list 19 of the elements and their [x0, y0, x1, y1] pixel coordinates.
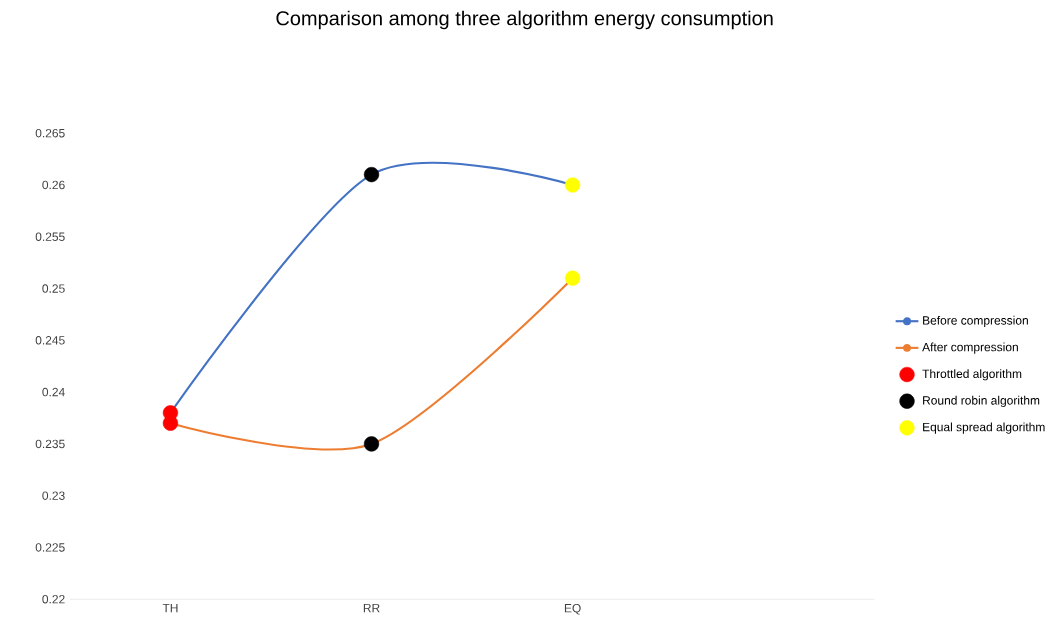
x-tick-label: RR	[363, 603, 380, 613]
chart-title: Comparison among three algorithm energy consumption	[276, 10, 773, 30]
legend-label: After compression	[922, 342, 1018, 354]
y-tick-label: 0.25	[42, 284, 65, 293]
y-tick-label: 0.26	[42, 180, 65, 190]
y-tick-label: 0.22	[42, 594, 65, 604]
y-tick-label: 0.255	[35, 232, 65, 241]
y-tick-label: 0.23	[42, 491, 65, 500]
legend-label: Before compression	[923, 315, 1028, 327]
y-tick-label: 0.265	[35, 128, 65, 138]
y-tick-label: 0.225	[35, 543, 65, 552]
y-tick-label: 0.24	[42, 387, 65, 397]
x-tick-label: EQ	[564, 603, 581, 615]
y-tick-label: 0.245	[35, 335, 65, 345]
x-tick-label: TH	[162, 603, 178, 613]
y-tick-label: 0.235	[35, 439, 65, 449]
legend-label: Equal spread algorithm	[923, 422, 1045, 434]
legend-label: Throttled algorithm	[922, 369, 1022, 381]
legend-label: Round robin algorithm	[923, 395, 1040, 407]
